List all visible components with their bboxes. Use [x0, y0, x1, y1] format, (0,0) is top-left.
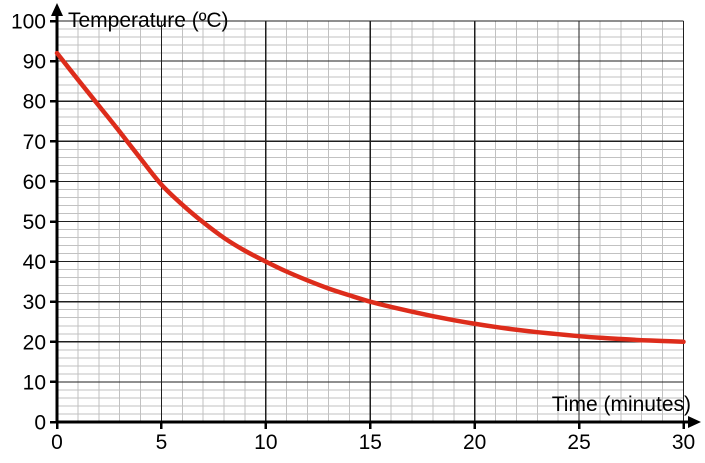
- x-axis-arrowhead-icon: [688, 416, 701, 428]
- y-tick-label: 10: [23, 371, 46, 394]
- y-tick-label: 60: [23, 171, 46, 194]
- y-tick-label: 90: [23, 51, 46, 74]
- y-tick-label: 80: [23, 91, 46, 114]
- temperature-curve: [54, 50, 686, 345]
- x-tick-label: 30: [672, 431, 695, 454]
- y-tick-label: 70: [23, 131, 46, 154]
- x-axis-title: Time (minutes): [551, 393, 691, 416]
- x-tick-label: 5: [156, 431, 168, 454]
- y-tick-label: 30: [23, 291, 46, 314]
- y-tick-label: 20: [23, 331, 46, 354]
- x-tick-label: 20: [463, 431, 486, 454]
- y-tick-label: 100: [11, 11, 46, 34]
- x-tick-label: 25: [567, 431, 590, 454]
- x-tick-label: 10: [254, 431, 277, 454]
- y-axis-arrowhead-icon: [51, 3, 63, 16]
- y-tick-label: 50: [23, 211, 46, 234]
- y-tick-label: 40: [23, 251, 46, 274]
- x-tick-label: 15: [359, 431, 382, 454]
- x-tick-label: 0: [51, 431, 63, 454]
- y-axis-title: Temperature (ºC): [68, 9, 229, 32]
- y-tick-label: 0: [34, 412, 46, 435]
